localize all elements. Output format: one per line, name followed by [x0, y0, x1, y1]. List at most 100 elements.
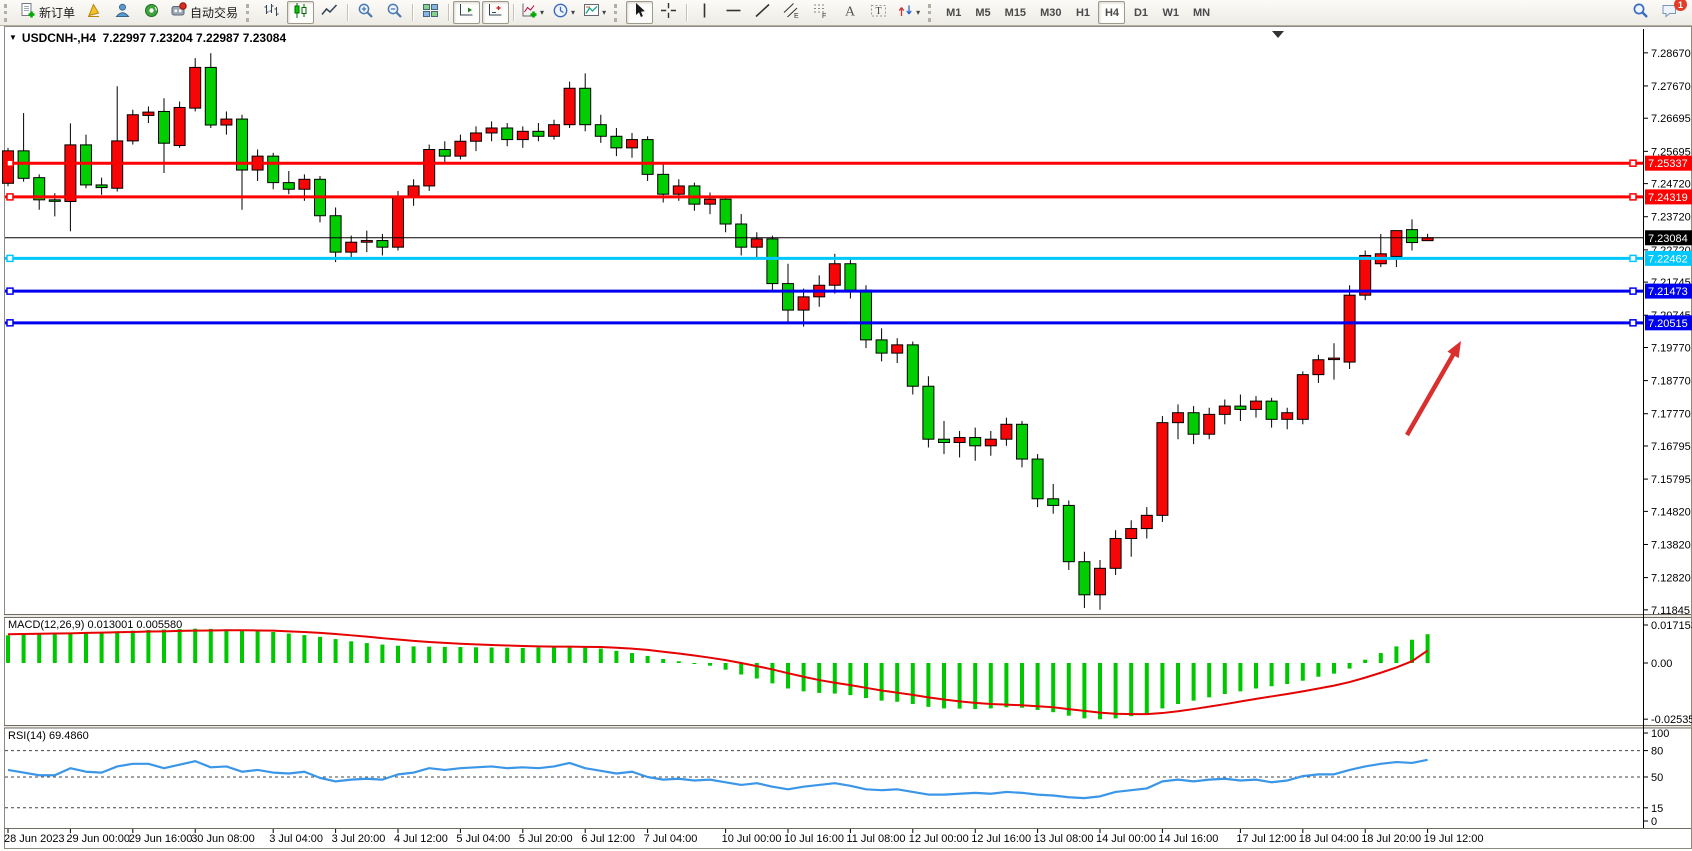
chevron-down-icon[interactable]: ▾ — [571, 8, 576, 17]
metaeditor-button[interactable] — [80, 1, 107, 24]
text-button[interactable]: A — [836, 1, 863, 24]
candle — [860, 285, 872, 349]
autotrading-button[interactable]: 自动交易 — [167, 1, 241, 24]
toolbar-drag-handle[interactable] — [928, 3, 935, 22]
tf-m1-button[interactable]: M1 — [940, 1, 967, 24]
arrows-button[interactable]: ▾ — [894, 1, 923, 24]
tf-m5-button[interactable]: M5 — [969, 1, 996, 24]
svg-text:100: 100 — [1651, 728, 1669, 740]
candle — [1218, 399, 1231, 425]
price-label-bubble: 7.20515 — [1645, 315, 1692, 331]
candle — [719, 195, 732, 233]
chevron-down-icon[interactable]: ▾ — [602, 8, 607, 17]
tf-m15-button[interactable]: M15 — [999, 1, 1032, 24]
line-anchor[interactable] — [6, 319, 14, 327]
line-chart-icon — [321, 2, 338, 24]
candle — [345, 235, 358, 258]
trendline-button[interactable] — [749, 1, 776, 24]
svg-text:A: A — [845, 4, 856, 19]
crosshair-button[interactable] — [655, 1, 682, 24]
cursor-button[interactable] — [626, 1, 654, 24]
zoom-out-button[interactable] — [381, 1, 408, 24]
tf-w1-button[interactable]: W1 — [1156, 1, 1185, 24]
svg-text:19 Jul 12:00: 19 Jul 12:00 — [1424, 833, 1484, 845]
svg-text:0.00: 0.00 — [1651, 658, 1672, 670]
svg-text:F: F — [822, 13, 826, 19]
line-anchor[interactable] — [1629, 159, 1637, 167]
price-label-bubble: 7.23084 — [1645, 230, 1692, 246]
line-anchor[interactable] — [1629, 319, 1637, 327]
line-chart-button[interactable] — [316, 1, 343, 24]
toolbar-drag-handle[interactable] — [246, 3, 253, 22]
profile-icon — [114, 2, 131, 24]
tf-mn-button[interactable]: MN — [1187, 1, 1216, 24]
line-anchor[interactable] — [6, 287, 14, 295]
periods-button[interactable]: ▾ — [549, 1, 578, 24]
chart-shift-marker[interactable] — [1272, 31, 1284, 38]
candle — [1047, 483, 1060, 514]
fibonacci-button[interactable]: F — [807, 1, 834, 24]
line-anchor[interactable] — [1629, 254, 1637, 263]
svg-text:7.14820: 7.14820 — [1651, 506, 1691, 518]
candle — [735, 214, 748, 256]
candle — [1296, 371, 1309, 425]
profile-button[interactable] — [109, 1, 136, 24]
auto-scroll-button[interactable] — [453, 1, 481, 24]
toolbar-drag-handle[interactable] — [614, 3, 621, 22]
line-anchor[interactable] — [1629, 193, 1637, 201]
candle — [220, 111, 233, 135]
zoom-in-button[interactable] — [352, 1, 379, 24]
svg-text:7.11845: 7.11845 — [1651, 605, 1690, 617]
horizontal-line-button[interactable] — [720, 1, 747, 24]
candle — [922, 376, 935, 448]
chevron-down-icon[interactable]: ▼ — [9, 33, 17, 42]
arrow-annotation[interactable] — [1405, 350, 1457, 437]
notification-badge: 1 — [1674, 0, 1687, 11]
svg-text:6 Jul 12:00: 6 Jul 12:00 — [581, 833, 635, 845]
market-button[interactable] — [138, 1, 165, 24]
svg-text:10 Jul 16:00: 10 Jul 16:00 — [784, 833, 844, 845]
macd-panel: 0.017153 0.00 -0.025358 — [6, 620, 1692, 726]
templates-button[interactable]: ▾ — [580, 1, 609, 24]
chat-button[interactable]: 1 — [1656, 0, 1687, 24]
text-label-button[interactable]: T — [865, 1, 892, 24]
tf-m30-button[interactable]: M30 — [1034, 1, 1067, 24]
line-anchor[interactable] — [6, 159, 14, 167]
candle — [875, 328, 888, 362]
candle — [750, 232, 763, 258]
line-anchor[interactable] — [1629, 287, 1637, 295]
new-order-button[interactable]: 新订单 — [16, 1, 78, 24]
equidistant-channel-button[interactable]: E — [778, 1, 805, 24]
svg-text:15: 15 — [1651, 803, 1663, 815]
tile-windows-button[interactable] — [417, 1, 444, 24]
svg-text:7.24319: 7.24319 — [1648, 192, 1688, 204]
candle — [1312, 354, 1325, 383]
line-anchor[interactable] — [6, 193, 14, 201]
arrow-annotation-head[interactable] — [1447, 341, 1461, 359]
candle — [766, 235, 779, 292]
search-button[interactable] — [1627, 1, 1654, 24]
vertical-line-button[interactable] — [691, 1, 718, 24]
chevron-down-icon[interactable]: ▾ — [540, 8, 545, 17]
indicators-button[interactable]: ▾ — [518, 1, 547, 24]
svg-text:11 Jul 08:00: 11 Jul 08:00 — [846, 833, 905, 845]
text-label-icon: T — [870, 2, 887, 24]
candle — [126, 109, 139, 145]
tf-h4-button[interactable]: H4 — [1098, 1, 1126, 24]
candle — [626, 132, 638, 158]
line-anchor[interactable] — [6, 254, 14, 263]
macd-indicator-label: MACD(12,26,9) 0.013001 0.005580 — [8, 619, 183, 631]
candlestick-button[interactable] — [287, 1, 315, 24]
tf-h1-button[interactable]: H1 — [1069, 1, 1096, 24]
chevron-down-icon[interactable]: ▾ — [916, 8, 921, 17]
svg-text:0: 0 — [1651, 816, 1657, 828]
toolbar-drag-handle[interactable] — [4, 3, 11, 22]
svg-text:18 Jul 04:00: 18 Jul 04:00 — [1299, 833, 1359, 845]
chart-shift-button[interactable] — [482, 1, 510, 24]
svg-text:7.13820: 7.13820 — [1651, 539, 1691, 551]
candle — [1062, 500, 1075, 570]
tf-d1-button[interactable]: D1 — [1127, 1, 1154, 24]
candle — [891, 338, 904, 364]
candle — [329, 207, 342, 263]
bar-chart-button[interactable] — [258, 1, 285, 24]
